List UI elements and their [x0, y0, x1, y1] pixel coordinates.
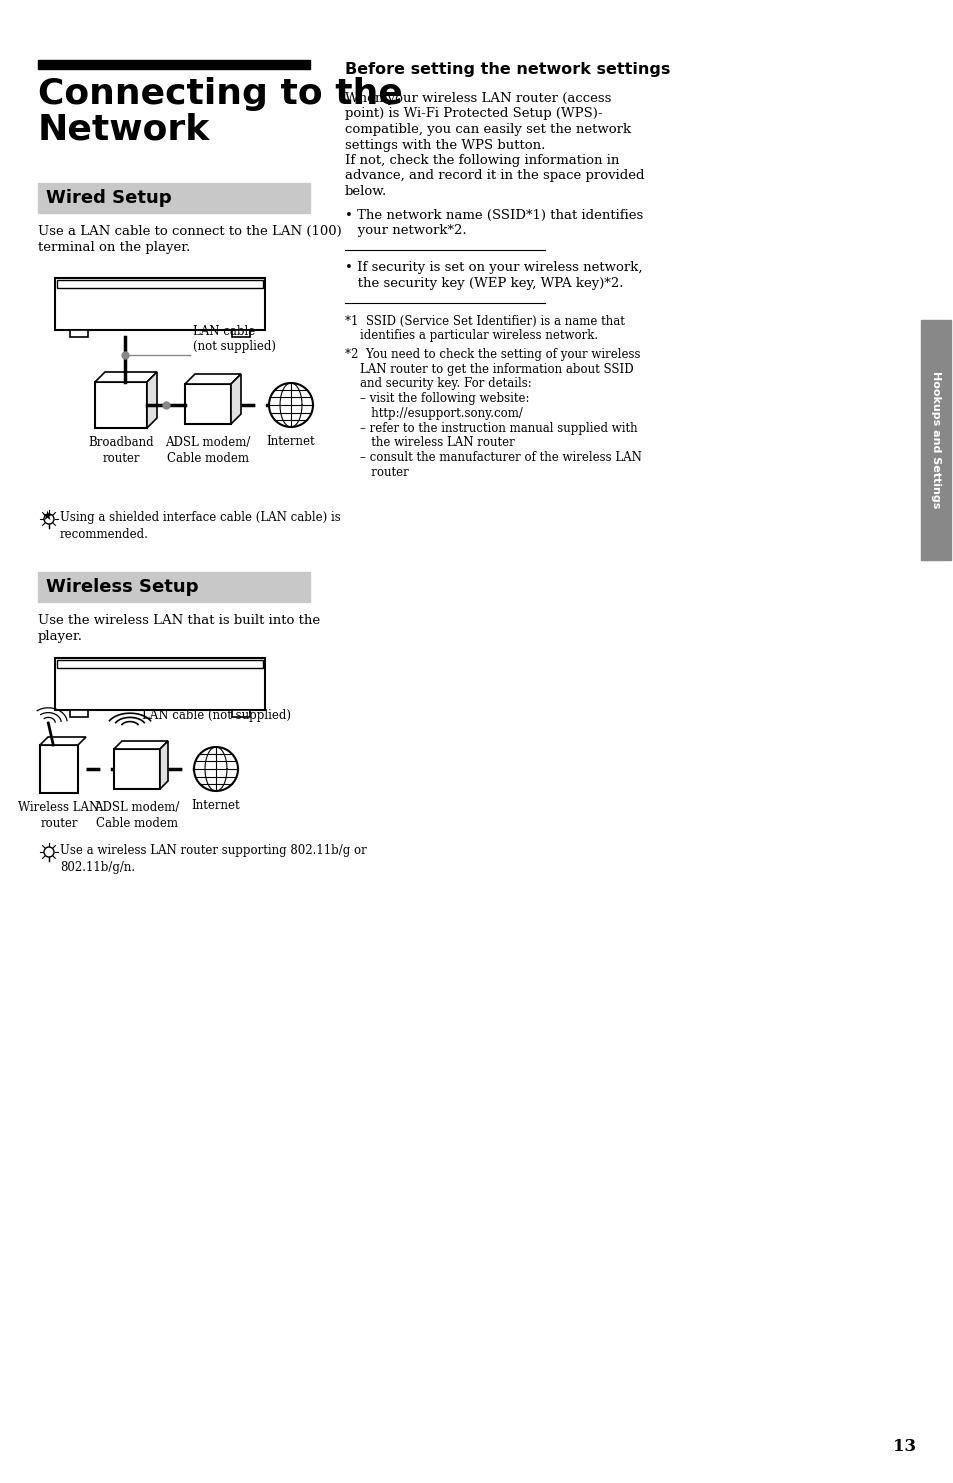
Text: LAN cable
(not supplied): LAN cable (not supplied) — [193, 325, 275, 353]
Text: Internet: Internet — [192, 799, 240, 813]
Text: the security key (WEP key, WPA key)*2.: the security key (WEP key, WPA key)*2. — [345, 277, 623, 291]
Polygon shape — [113, 742, 168, 749]
Bar — [55, 658, 265, 710]
Text: and security key. For details:: and security key. For details: — [345, 377, 531, 390]
Text: LAN router to get the information about SSID: LAN router to get the information about … — [345, 363, 633, 375]
Bar — [38, 572, 310, 602]
Text: ADSL modem/
Cable modem: ADSL modem/ Cable modem — [165, 436, 251, 466]
Polygon shape — [231, 374, 241, 424]
Text: Hookups and Settings: Hookups and Settings — [930, 371, 940, 509]
Text: advance, and record it in the space provided: advance, and record it in the space prov… — [345, 169, 644, 182]
Text: – visit the following website:: – visit the following website: — [345, 392, 529, 405]
Text: Connecting to the: Connecting to the — [38, 77, 402, 111]
Text: http://esupport.sony.com/: http://esupport.sony.com/ — [345, 406, 522, 420]
Bar — [40, 744, 78, 793]
Polygon shape — [160, 742, 168, 789]
Text: Wireless LAN
router: Wireless LAN router — [18, 801, 99, 830]
Text: terminal on the player.: terminal on the player. — [38, 242, 191, 254]
Text: ADSL modem/
Cable modem: ADSL modem/ Cable modem — [94, 801, 179, 830]
Bar — [185, 384, 231, 424]
Text: • If security is set on your wireless network,: • If security is set on your wireless ne… — [345, 261, 641, 274]
Text: settings with the WPS button.: settings with the WPS button. — [345, 138, 545, 151]
Bar — [113, 749, 160, 789]
Text: – refer to the instruction manual supplied with: – refer to the instruction manual suppli… — [345, 421, 637, 435]
Polygon shape — [147, 372, 157, 429]
Text: 13: 13 — [892, 1439, 915, 1455]
Text: *2  You need to check the setting of your wireless: *2 You need to check the setting of your… — [345, 349, 639, 360]
Bar — [232, 331, 250, 337]
Text: If not, check the following information in: If not, check the following information … — [345, 154, 618, 168]
Bar — [38, 182, 310, 214]
Text: *1  SSID (Service Set Identifier) is a name that: *1 SSID (Service Set Identifier) is a na… — [345, 314, 624, 328]
Text: Use a LAN cable to connect to the LAN (100): Use a LAN cable to connect to the LAN (1… — [38, 225, 341, 237]
Text: the wireless LAN router: the wireless LAN router — [345, 436, 515, 449]
Text: • The network name (SSID*1) that identifies: • The network name (SSID*1) that identif… — [345, 209, 642, 221]
Text: your network*2.: your network*2. — [345, 224, 466, 237]
Text: point) is Wi-Fi Protected Setup (WPS)-: point) is Wi-Fi Protected Setup (WPS)- — [345, 107, 602, 120]
Text: Before setting the network settings: Before setting the network settings — [345, 62, 670, 77]
Text: When your wireless LAN router (access: When your wireless LAN router (access — [345, 92, 611, 105]
Text: Wireless Setup: Wireless Setup — [46, 578, 198, 596]
Bar — [57, 280, 263, 288]
Text: identifies a particular wireless network.: identifies a particular wireless network… — [345, 329, 598, 343]
Bar — [57, 660, 263, 667]
Bar — [38, 59, 310, 70]
Bar — [55, 277, 265, 331]
Text: Using a shielded interface cable (LAN cable) is
recommended.: Using a shielded interface cable (LAN ca… — [60, 512, 340, 541]
Text: Use a wireless LAN router supporting 802.11b/g or
802.11b/g/n.: Use a wireless LAN router supporting 802… — [60, 844, 366, 873]
Text: Network: Network — [38, 113, 210, 147]
Text: Broadband
router: Broadband router — [88, 436, 153, 466]
Polygon shape — [95, 372, 157, 383]
Text: router: router — [345, 466, 408, 479]
Polygon shape — [185, 374, 241, 384]
Text: LAN cable (not supplied): LAN cable (not supplied) — [142, 709, 291, 722]
Polygon shape — [40, 737, 86, 744]
Text: Use the wireless LAN that is built into the: Use the wireless LAN that is built into … — [38, 614, 320, 627]
Text: below.: below. — [345, 185, 387, 199]
Text: – consult the manufacturer of the wireless LAN: – consult the manufacturer of the wirele… — [345, 451, 641, 464]
Text: ★: ★ — [41, 510, 52, 523]
Text: Wired Setup: Wired Setup — [46, 188, 172, 208]
Text: player.: player. — [38, 630, 83, 644]
Bar — [920, 320, 950, 561]
Text: Internet: Internet — [267, 435, 315, 448]
Bar — [70, 710, 88, 716]
Bar — [95, 383, 147, 429]
Text: compatible, you can easily set the network: compatible, you can easily set the netwo… — [345, 123, 631, 136]
Bar — [232, 710, 250, 716]
Bar — [70, 331, 88, 337]
